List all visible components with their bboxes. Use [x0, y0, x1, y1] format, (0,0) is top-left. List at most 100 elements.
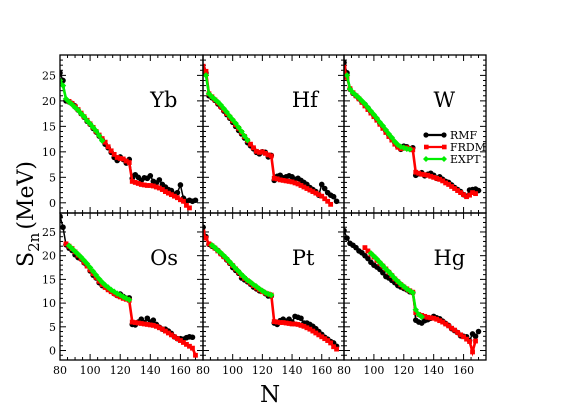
frdm-point: [443, 321, 449, 327]
frdm-point: [172, 334, 177, 340]
panel-yb-plot: [60, 70, 199, 211]
frdm-point: [184, 202, 189, 208]
x-tick-label: 160: [170, 364, 191, 377]
expt-point: [211, 96, 219, 103]
frdm-point: [178, 338, 183, 343]
frdm-point: [206, 241, 212, 247]
frdm-point: [310, 328, 316, 334]
frdm-point: [159, 326, 165, 332]
expt-point: [95, 275, 103, 283]
frdm-point: [289, 179, 295, 185]
frdm-point: [307, 187, 313, 193]
frdm-point: [259, 149, 265, 155]
frdm-point: [437, 176, 443, 182]
frdm-point: [419, 171, 425, 177]
frdm-point: [344, 64, 347, 70]
frdm-point: [365, 248, 371, 254]
expt-point: [235, 124, 242, 131]
panel-label-w: W: [433, 88, 455, 112]
frdm-point: [428, 315, 434, 321]
frdm-point: [144, 183, 150, 188]
frdm-point: [304, 186, 310, 191]
x-tick-label: 100: [363, 364, 384, 377]
x-tick-label: 100: [80, 364, 101, 377]
frdm-point: [203, 68, 209, 74]
frdm-point: [280, 177, 286, 183]
legend-marker: [441, 132, 447, 138]
frdm-point: [422, 172, 428, 178]
legend-label: RMF: [450, 129, 478, 142]
frdm-point: [467, 192, 472, 198]
rmf-point: [344, 59, 347, 66]
frdm-point: [458, 190, 463, 196]
frdm-point: [434, 316, 440, 322]
expt-point: [226, 112, 233, 120]
rmf-point: [60, 213, 63, 220]
frdm-point: [283, 320, 289, 326]
frdm-point: [437, 318, 443, 324]
frdm-point: [265, 152, 271, 158]
frdm-point: [452, 327, 458, 333]
y-tick-label: 10: [42, 297, 56, 310]
expt-point: [229, 116, 236, 123]
expt-point: [217, 101, 225, 109]
expt-point: [358, 97, 366, 105]
frdm-point: [452, 186, 458, 191]
frdm-point: [416, 170, 422, 176]
y-tick-label: 15: [42, 120, 56, 133]
rmf-point: [333, 198, 340, 205]
frdm-point: [203, 235, 209, 241]
expt-point: [74, 106, 82, 114]
frdm-point: [63, 241, 69, 247]
panel-label-os: Os: [150, 246, 178, 270]
frdm-point: [153, 184, 159, 190]
expt-point: [400, 144, 407, 151]
frdm-point: [268, 153, 274, 159]
frdm-point: [449, 184, 455, 189]
x-tick-label: 140: [282, 364, 303, 377]
panel-pt-plot: [203, 224, 340, 352]
frdm-point: [144, 322, 150, 327]
expt-point: [65, 98, 73, 106]
expt-point: [89, 268, 97, 275]
legend-marker: [423, 132, 429, 138]
y-tick-label: 25: [42, 226, 56, 239]
expt-point: [409, 289, 416, 296]
rmf-point: [177, 182, 184, 188]
y-tick-label: 20: [42, 95, 56, 108]
frdm-point: [135, 181, 141, 186]
expt-point: [95, 132, 103, 139]
rmf-point: [156, 177, 163, 183]
frdm-point: [203, 63, 206, 69]
y-axis-title-subscript: 2n: [25, 232, 43, 252]
x-tick-label: 100: [222, 364, 243, 377]
frdm-point: [248, 141, 253, 147]
frdm-point: [301, 184, 307, 190]
frdm-point: [413, 169, 419, 175]
frdm-point: [328, 340, 334, 346]
rmf-point: [475, 328, 482, 335]
expt-point: [214, 98, 222, 106]
frdm-point: [440, 319, 446, 325]
rmf-point: [144, 315, 151, 322]
expt-point: [126, 296, 133, 303]
frdm-point: [114, 155, 120, 160]
expt-point: [376, 119, 384, 126]
frdm-point: [286, 321, 292, 326]
frdm-point: [126, 160, 132, 165]
frdm-point: [283, 178, 289, 184]
expt-point: [98, 137, 106, 144]
y-tick-label: 0: [49, 345, 56, 358]
rmf-point: [472, 333, 479, 340]
legend-label: EXPT: [450, 153, 481, 166]
frdm-point: [301, 323, 307, 329]
frdm-point: [440, 178, 446, 184]
frdm-point: [446, 182, 452, 187]
frdm-point: [187, 343, 192, 349]
frdm-point: [138, 182, 144, 187]
frdm-point: [425, 314, 431, 320]
frdm-point: [470, 190, 475, 196]
frdm-point: [473, 338, 478, 344]
expt-point: [379, 122, 387, 130]
